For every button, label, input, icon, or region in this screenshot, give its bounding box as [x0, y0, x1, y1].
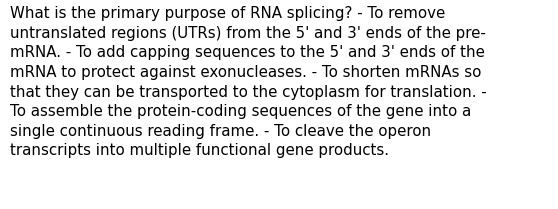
Text: What is the primary purpose of RNA splicing? - To remove
untranslated regions (U: What is the primary purpose of RNA splic… [10, 6, 487, 158]
